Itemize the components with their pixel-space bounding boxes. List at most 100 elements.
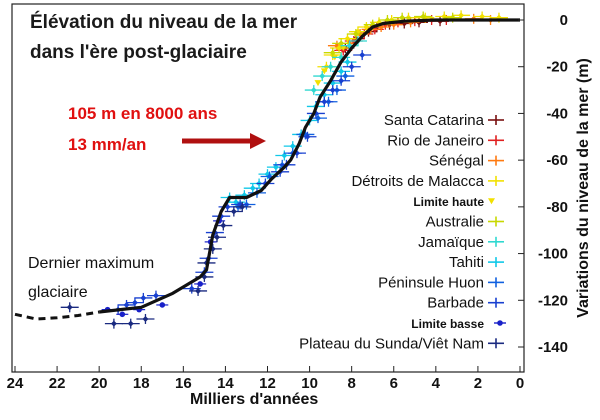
y-tick-label: -60 xyxy=(546,152,568,169)
x-tick-label: 18 xyxy=(133,375,150,392)
trend-curve-layer xyxy=(14,18,520,321)
point-marker xyxy=(272,164,279,171)
x-axis-label: Milliers d'années xyxy=(190,391,318,408)
point-marker xyxy=(329,49,336,56)
legend-label: Australie xyxy=(426,214,484,231)
data-point xyxy=(346,29,365,40)
point-marker xyxy=(344,59,351,66)
data-point xyxy=(304,85,323,96)
lgm-annotation-line1: Dernier maximum xyxy=(28,255,154,272)
point-marker xyxy=(420,13,427,20)
legend-marker xyxy=(488,198,495,205)
point-marker xyxy=(352,31,359,38)
legend-marker xyxy=(488,135,504,146)
data-point xyxy=(189,285,208,296)
legend-marker xyxy=(488,338,504,349)
data-point xyxy=(125,297,144,308)
point-marker xyxy=(195,287,202,294)
trend-curve-extrapolated xyxy=(14,310,100,321)
legend-label: Limite haute xyxy=(413,195,484,209)
legend-marker xyxy=(488,115,504,125)
data-point xyxy=(136,313,155,324)
y-tick-label: -20 xyxy=(546,59,568,76)
data-point xyxy=(298,131,317,142)
x-tick-label: 12 xyxy=(259,375,276,392)
legend-marker xyxy=(488,277,504,288)
data-point xyxy=(313,71,332,82)
data-point xyxy=(275,150,294,161)
data-point xyxy=(233,201,252,212)
point-marker xyxy=(140,294,147,301)
point-marker xyxy=(359,52,366,59)
point-marker xyxy=(348,63,355,70)
point-marker xyxy=(329,87,336,94)
x-tick-label: 14 xyxy=(217,375,234,392)
point-marker xyxy=(458,12,465,19)
legend-marker xyxy=(488,257,504,268)
x-tick-label: 22 xyxy=(49,375,66,392)
legend-marker-shape xyxy=(488,198,495,205)
point-marker xyxy=(479,13,486,20)
legend-label: Limite basse xyxy=(411,317,484,331)
point-marker xyxy=(197,281,203,287)
data-point xyxy=(146,290,165,301)
point-marker xyxy=(230,208,237,215)
point-marker xyxy=(342,73,349,80)
legend-marker xyxy=(494,320,506,326)
point-marker xyxy=(239,203,246,210)
point-marker xyxy=(110,320,117,327)
point-marker xyxy=(127,320,134,327)
point-marker xyxy=(249,185,256,192)
point-marker xyxy=(338,68,345,75)
data-point xyxy=(156,302,169,308)
point-marker xyxy=(320,68,328,75)
point-marker xyxy=(152,292,159,299)
data-point xyxy=(104,318,123,329)
series-jama-que xyxy=(304,36,367,96)
y-tick-label: -40 xyxy=(546,105,568,122)
point-marker xyxy=(344,35,351,42)
legend-marker xyxy=(488,155,504,166)
point-marker xyxy=(119,311,126,318)
data-point xyxy=(353,50,372,61)
point-marker xyxy=(142,315,149,322)
legend-marker xyxy=(488,297,504,308)
trend-curve xyxy=(99,18,520,314)
legend-marker-shape xyxy=(497,320,503,326)
legend-marker xyxy=(488,236,504,247)
rate-arrow-icon xyxy=(182,133,266,149)
data-point xyxy=(121,318,140,329)
y-tick-label: 0 xyxy=(560,12,568,29)
legend-label: Péninsule Huon xyxy=(378,274,484,291)
x-tick-label: 16 xyxy=(175,375,192,392)
rate-annotation-line1: 105 m en 8000 ans xyxy=(68,104,217,123)
lgm-annotation-line2: glaciaire xyxy=(28,284,88,301)
point-marker xyxy=(123,301,130,308)
y-tick-label: -120 xyxy=(538,292,568,309)
point-marker xyxy=(319,73,326,80)
point-marker xyxy=(289,143,296,150)
x-tick-label: 8 xyxy=(347,375,355,392)
x-tick-label: 0 xyxy=(516,375,524,392)
point-marker xyxy=(304,133,311,140)
point-marker xyxy=(281,152,288,159)
legend-label: Santa Catarina xyxy=(384,112,485,129)
x-tick-label: 10 xyxy=(301,375,318,392)
data-point xyxy=(224,206,243,217)
point-marker xyxy=(159,302,166,308)
chart-title-line2: dans l'ère post-glaciaire xyxy=(30,42,247,63)
data-point xyxy=(320,68,328,75)
x-tick-label: 2 xyxy=(474,375,482,392)
x-tick-label: 6 xyxy=(390,375,398,392)
x-tick-label: 20 xyxy=(91,375,108,392)
tick-layer: 24 22 20 18 16 14 12 10 8 6 4 2 00-20-40-60-80-100-1… xyxy=(7,12,568,392)
legend-label: Détroits de Malacca xyxy=(351,173,484,190)
y-tick-label: -140 xyxy=(538,339,568,356)
point-marker xyxy=(363,24,370,31)
point-marker xyxy=(310,87,317,94)
data-point xyxy=(194,281,207,287)
series-d-troits-de-malacca xyxy=(317,10,508,72)
legend-label: Tahiti xyxy=(449,254,484,271)
point-marker xyxy=(220,222,227,229)
data-point xyxy=(117,299,136,310)
